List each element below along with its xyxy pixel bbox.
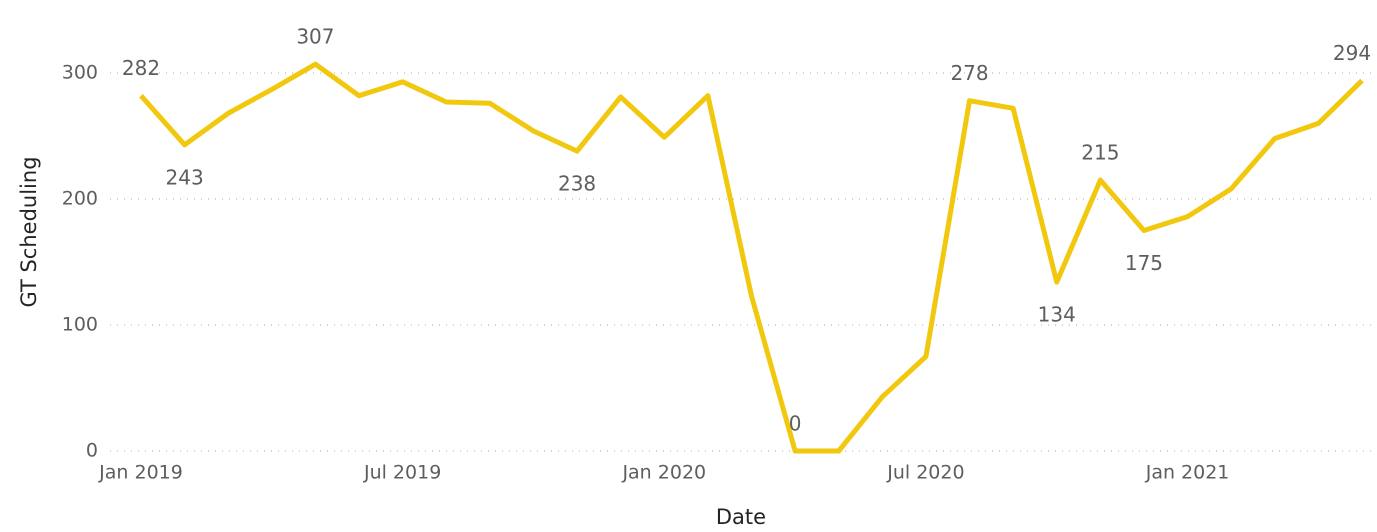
data-label: 0 [789,412,802,436]
y-axis-title: GT Scheduling [17,156,41,307]
y-tick-label: 300 [62,62,98,84]
data-label: 294 [1333,41,1371,65]
data-label: 215 [1081,141,1119,165]
data-label: 307 [296,25,334,49]
x-tick-label: Jan 2019 [98,462,183,484]
data-label: 278 [950,61,988,85]
y-tick-label: 200 [62,188,98,210]
y-tick-label: 0 [86,440,98,462]
line [139,61,1364,454]
data-label: 134 [1038,303,1076,327]
x-tick-label: Jul 2020 [886,462,964,484]
y-tick-label: 100 [62,314,98,336]
data-label: 282 [122,56,160,80]
x-tick-label: Jan 2020 [621,462,706,484]
data-label: 175 [1125,251,1163,275]
data-label: 243 [166,165,204,189]
x-axis-title: Date [716,505,766,529]
data-label: 238 [558,172,596,196]
x-tick-label: Jul 2019 [363,462,441,484]
x-tick-label: Jan 2021 [1145,462,1230,484]
